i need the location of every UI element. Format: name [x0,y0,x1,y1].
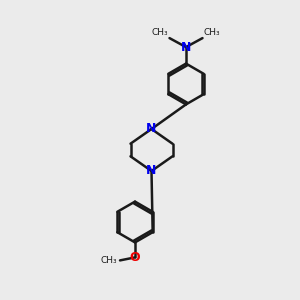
Text: CH₃: CH₃ [204,28,220,37]
Text: N: N [146,122,157,136]
Text: O: O [130,251,140,264]
Text: CH₃: CH₃ [100,256,117,265]
Text: N: N [146,164,157,178]
Text: CH₃: CH₃ [152,28,168,37]
Text: N: N [181,40,191,54]
